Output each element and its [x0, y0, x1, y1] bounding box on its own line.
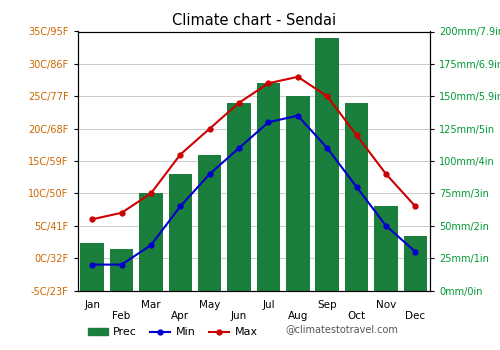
Text: Mar: Mar — [141, 300, 161, 310]
Bar — [256, 83, 280, 290]
Text: Feb: Feb — [112, 311, 130, 321]
Title: Climate chart - Sendai: Climate chart - Sendai — [172, 13, 336, 28]
Bar — [286, 96, 310, 290]
Text: Oct: Oct — [348, 311, 366, 321]
Bar — [404, 236, 427, 290]
Bar — [316, 38, 339, 290]
Bar — [80, 243, 104, 290]
Text: Jan: Jan — [84, 300, 100, 310]
Bar — [345, 103, 368, 290]
Text: Dec: Dec — [405, 311, 425, 321]
Text: Aug: Aug — [288, 311, 308, 321]
Bar — [198, 154, 222, 290]
Text: Apr: Apr — [171, 311, 190, 321]
Bar — [228, 103, 251, 290]
Text: May: May — [199, 300, 220, 310]
Bar — [110, 249, 134, 290]
Legend: Prec, Min, Max: Prec, Min, Max — [83, 323, 262, 342]
Text: @climatestotravel.com: @climatestotravel.com — [285, 324, 398, 334]
Text: Nov: Nov — [376, 300, 396, 310]
Bar — [374, 206, 398, 290]
Text: Sep: Sep — [318, 300, 337, 310]
Text: Jun: Jun — [231, 311, 247, 321]
Text: Jul: Jul — [262, 300, 275, 310]
Bar — [139, 193, 162, 290]
Bar — [168, 174, 192, 290]
